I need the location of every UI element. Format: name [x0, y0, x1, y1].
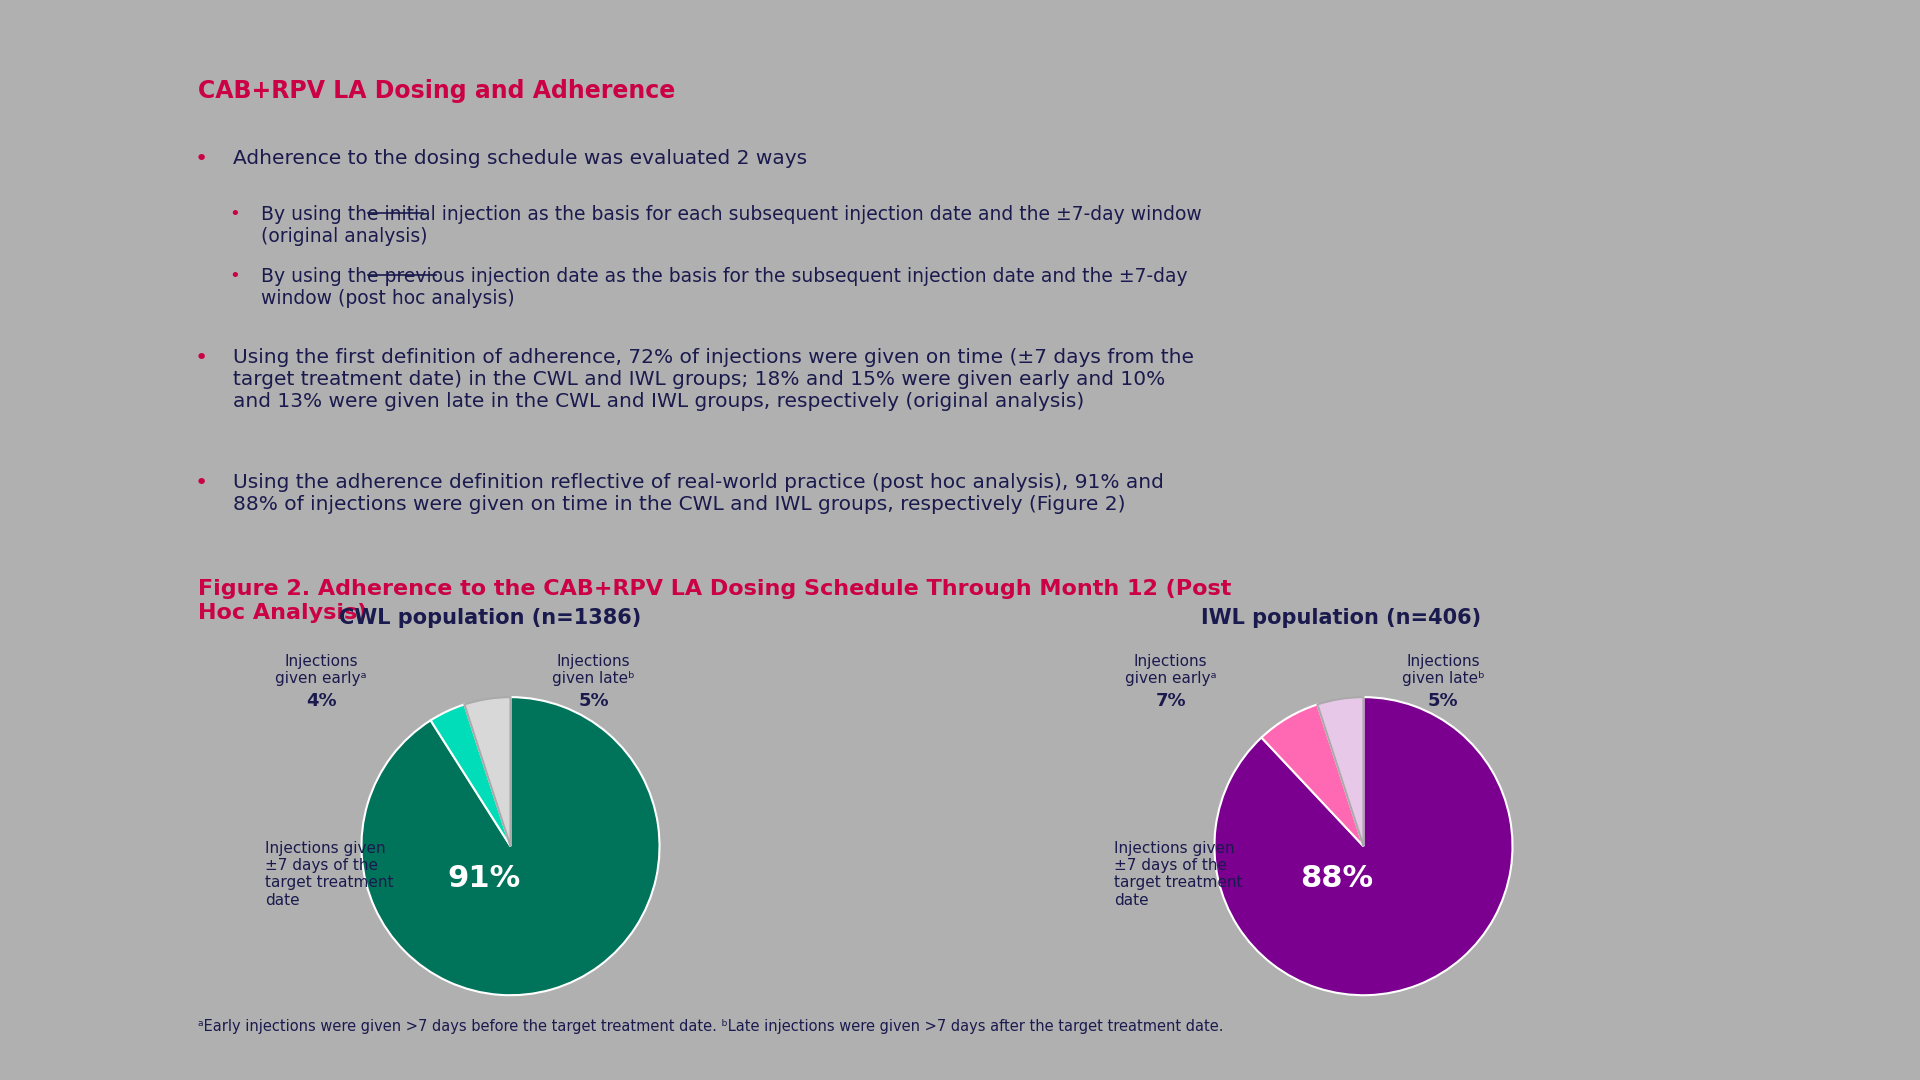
Wedge shape [430, 704, 511, 847]
Text: Using the adherence definition reflective of real-world practice (post hoc analy: Using the adherence definition reflectiv… [232, 473, 1164, 514]
Text: Injections
given lateᵇ: Injections given lateᵇ [553, 654, 636, 687]
Text: CAB+RPV LA Dosing and Adherence: CAB+RPV LA Dosing and Adherence [198, 79, 676, 103]
Text: Injections
given earlyᵃ: Injections given earlyᵃ [275, 654, 367, 687]
Wedge shape [361, 698, 660, 995]
Wedge shape [1215, 698, 1513, 995]
Text: Injections given
±7 days of the
target treatment
date: Injections given ±7 days of the target t… [1114, 840, 1242, 908]
Text: 91%: 91% [447, 864, 520, 893]
Text: Injections
given earlyᵃ: Injections given earlyᵃ [1125, 654, 1217, 687]
Text: CWL population (n=1386): CWL population (n=1386) [338, 608, 641, 629]
Text: ᵃEarly injections were given >7 days before the target treatment date. ᵇLate inj: ᵃEarly injections were given >7 days bef… [198, 1020, 1223, 1034]
Wedge shape [1317, 698, 1363, 847]
Text: Injections given
±7 days of the
target treatment
date: Injections given ±7 days of the target t… [265, 840, 394, 908]
Text: 88%: 88% [1300, 864, 1373, 893]
Wedge shape [1261, 704, 1363, 847]
Text: •: • [230, 205, 240, 224]
Text: •: • [194, 149, 207, 170]
Text: 7%: 7% [1156, 692, 1187, 711]
Wedge shape [465, 698, 511, 847]
Text: By using the initial injection as the basis for each subsequent injection date a: By using the initial injection as the ba… [261, 205, 1202, 246]
Text: •: • [194, 473, 207, 492]
Text: 5%: 5% [578, 692, 609, 711]
Text: Injections
given lateᵇ: Injections given lateᵇ [1402, 654, 1484, 687]
Text: •: • [230, 268, 240, 285]
Text: •: • [194, 348, 207, 368]
Text: Figure 2. Adherence to the CAB+RPV LA Dosing Schedule Through Month 12 (Post
Hoc: Figure 2. Adherence to the CAB+RPV LA Do… [198, 579, 1231, 622]
Text: By using the previous injection date as the basis for the subsequent injection d: By using the previous injection date as … [261, 268, 1188, 308]
Text: Using the first definition of adherence, 72% of injections were given on time (±: Using the first definition of adherence,… [232, 348, 1194, 411]
Text: 4%: 4% [305, 692, 336, 711]
Text: Adherence to the dosing schedule was evaluated 2 ways: Adherence to the dosing schedule was eva… [232, 149, 806, 168]
Text: 5%: 5% [1428, 692, 1459, 711]
Text: IWL population (n=406): IWL population (n=406) [1202, 608, 1482, 629]
